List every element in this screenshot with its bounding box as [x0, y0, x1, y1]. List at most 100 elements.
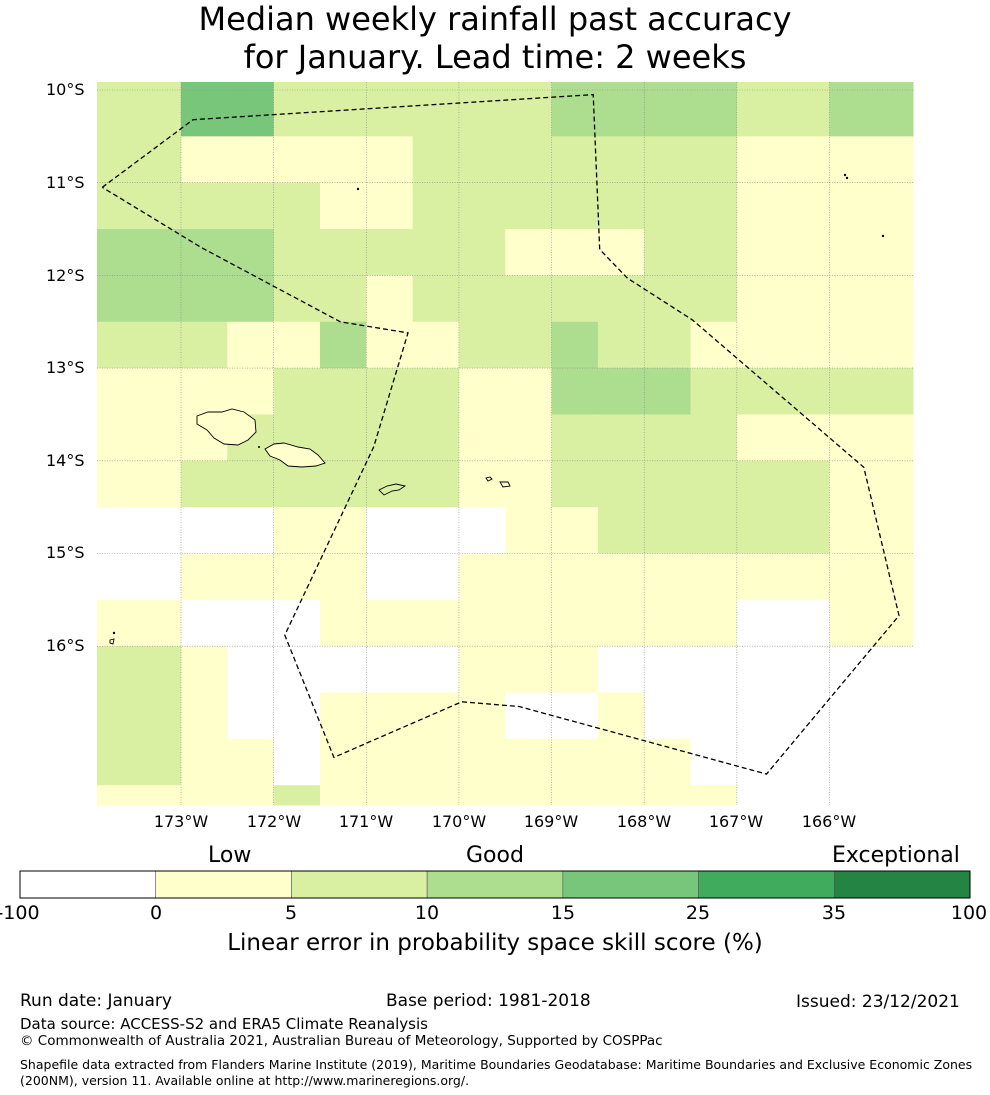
skill-cell: [551, 275, 599, 323]
skill-cell: [273, 182, 321, 230]
skill-cell: [829, 229, 914, 276]
skill-cell: [597, 460, 645, 508]
skill-cell: [412, 414, 460, 462]
skill-cell: [97, 507, 182, 554]
skill-cell: [273, 136, 321, 184]
skill-cell: [366, 275, 414, 323]
skill-cell: [505, 785, 553, 806]
skill-cell: [458, 368, 506, 415]
skill-cell: [227, 692, 275, 740]
skill-cell: [829, 785, 914, 806]
colorbar-tick: -100: [0, 902, 40, 924]
skill-cell: [690, 321, 738, 369]
skill-cell: [97, 275, 182, 323]
skill-cell: [690, 599, 738, 647]
skill-cell: [829, 82, 914, 137]
island-upolu-savaii: [196, 408, 257, 446]
skill-cell: [97, 414, 182, 462]
skill-cell: [97, 82, 182, 137]
skill-cell: [505, 553, 553, 601]
colorbar: [19, 870, 971, 899]
skill-cell: [366, 507, 414, 554]
title-line-1: Median weekly rainfall past accuracy: [198, 0, 792, 38]
skill-cell: [181, 738, 228, 786]
skill-cell: [412, 646, 460, 694]
skill-cell: [644, 646, 692, 694]
skill-cell: [366, 738, 414, 786]
skill-cell: [505, 182, 553, 230]
skill-cell: [736, 460, 784, 508]
colorbar-category-good: Good: [466, 843, 524, 868]
lon-label: 171°W: [338, 812, 394, 831]
skill-cell: [551, 692, 599, 740]
colorbar-border: [19, 870, 971, 899]
shapefile-credit-line-1: Shapefile data extracted from Flanders M…: [20, 1057, 973, 1072]
skill-cell: [273, 82, 321, 137]
skill-cell: [736, 82, 784, 137]
run-date: Run date: January: [20, 991, 172, 1011]
skill-cell: [181, 460, 228, 508]
skill-cell: [551, 136, 599, 184]
skill-cell: [783, 275, 830, 323]
skill-cell: [366, 460, 414, 508]
skill-cell: [458, 553, 506, 601]
skill-cell: [829, 368, 914, 415]
skill-cell: [97, 229, 182, 276]
lon-label: 166°W: [801, 812, 857, 831]
skill-cell: [412, 692, 460, 740]
skill-cell: [412, 229, 460, 276]
skill-cell: [597, 785, 645, 806]
skill-cell: [783, 738, 830, 786]
skill-grid-cells: [97, 82, 914, 806]
skill-cell: [458, 507, 506, 554]
skill-cell: [319, 182, 367, 230]
skill-cell: [97, 136, 182, 184]
skill-cell: [597, 599, 645, 647]
skill-cell: [644, 275, 692, 323]
lon-label: 173°W: [153, 812, 209, 831]
skill-cell: [551, 738, 599, 786]
skill-cell: [644, 785, 692, 806]
shapefile-credit-line-2: (200NM), version 11. Available online at…: [20, 1073, 470, 1088]
skill-cell: [227, 275, 275, 323]
skill-cell: [644, 692, 692, 740]
skill-cell: [273, 368, 321, 415]
lat-label: 15°S: [46, 543, 85, 562]
island-upolu: [264, 442, 326, 468]
skill-cell: [551, 229, 599, 276]
skill-cell: [227, 368, 275, 415]
colorbar-segment: [562, 870, 699, 899]
skill-cell: [505, 460, 553, 508]
skill-cell: [597, 136, 645, 184]
skill-cell: [181, 646, 228, 694]
skill-cell: [458, 460, 506, 508]
skill-cell: [644, 460, 692, 508]
skill-cell: [181, 507, 228, 554]
island-ofu: [485, 476, 511, 488]
lon-label: 169°W: [523, 812, 579, 831]
skill-cell: [97, 599, 182, 647]
skill-cell: [736, 553, 784, 601]
skill-cell: [366, 785, 414, 806]
colorbar-segment: [426, 870, 564, 899]
skill-cell: [458, 646, 506, 694]
lat-label: 11°S: [46, 173, 85, 192]
skill-cell: [273, 321, 321, 369]
skill-cell: [644, 599, 692, 647]
skill-cell: [736, 414, 784, 462]
land-outlines: [109, 173, 885, 645]
lat-label: 10°S: [46, 80, 85, 99]
skill-cell: [597, 82, 645, 137]
skill-cell: [227, 82, 275, 137]
skill-cell: [597, 229, 645, 276]
skill-cell: [551, 460, 599, 508]
skill-cell: [366, 368, 414, 415]
skill-cell: [644, 738, 692, 786]
skill-cell: [736, 507, 784, 554]
lon-label: 167°W: [708, 812, 764, 831]
skill-cell: [736, 692, 784, 740]
skill-cell: [829, 553, 914, 601]
skill-cell: [319, 553, 367, 601]
skill-cell: [181, 553, 228, 601]
lat-label: 13°S: [46, 358, 85, 377]
